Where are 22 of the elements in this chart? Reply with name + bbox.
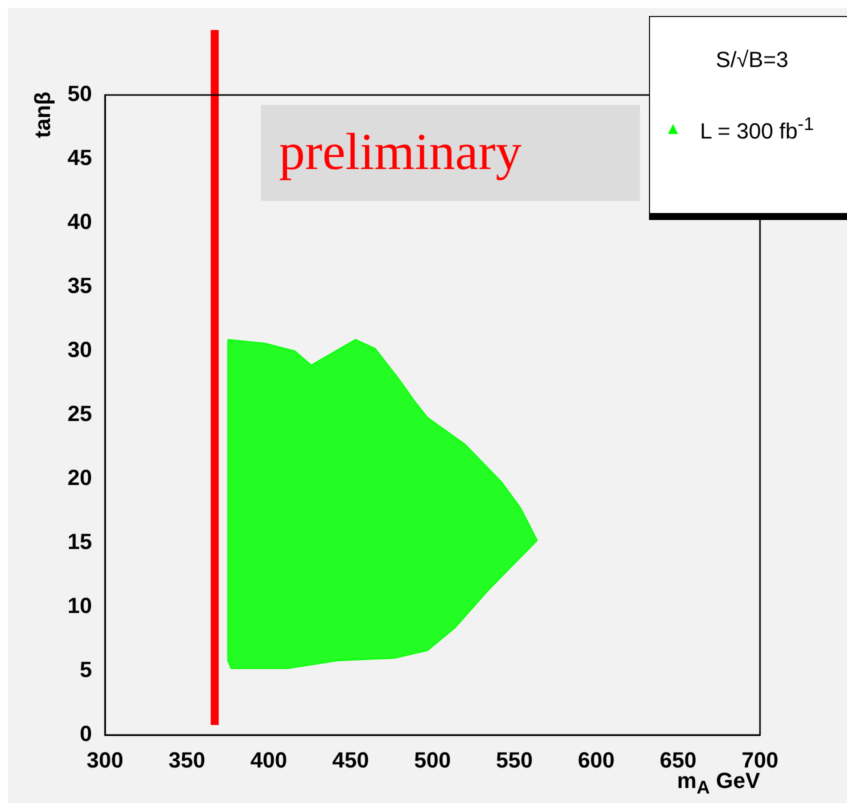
- legend-label: L = 300 fb$^{-1}$: [700, 113, 814, 144]
- x-tick-label: 600: [578, 747, 615, 772]
- x-tick-label: 450: [332, 747, 369, 772]
- x-tick-label: 400: [250, 747, 288, 772]
- x-tick-label: 300: [86, 747, 124, 772]
- y-tick-label: 35: [68, 273, 92, 298]
- y-tick-label: 5: [80, 657, 92, 682]
- y-tick-label: 50: [68, 81, 92, 106]
- x-tick-label: 500: [414, 747, 451, 772]
- y-tick-label: 45: [68, 145, 92, 170]
- annotation: preliminary: [261, 105, 640, 201]
- y-axis-title: tanβ: [30, 92, 56, 138]
- x-tick-label: 550: [496, 747, 533, 772]
- y-tick-label: 25: [68, 401, 92, 426]
- y-tick-label: 15: [68, 529, 92, 554]
- y-tick-label: 10: [68, 593, 92, 618]
- legend-title: S/√B=3: [714, 47, 790, 73]
- y-tick-label: 30: [68, 337, 92, 362]
- x-tick-label: 350: [168, 747, 206, 772]
- y-tick-label: 40: [68, 209, 92, 234]
- y-tick-label: 0: [80, 721, 92, 746]
- y-tick-label: 20: [68, 465, 92, 490]
